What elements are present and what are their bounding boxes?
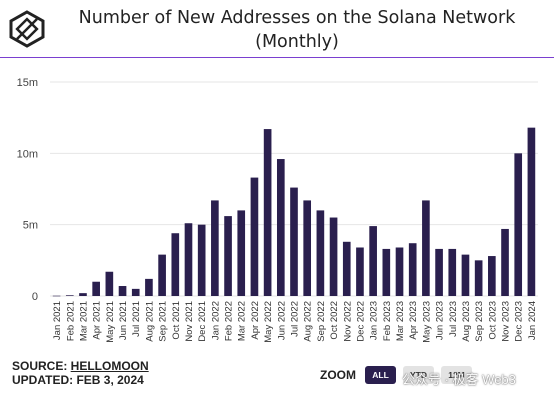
updated-date: UPDATED: FEB 3, 2024	[12, 373, 144, 387]
x-tick-label: Mar 2021	[78, 301, 89, 341]
zoom-ytd-button[interactable]: YTD	[403, 366, 434, 384]
y-tick-label: 5m	[23, 220, 38, 232]
x-tick-label: Sep 2022	[316, 301, 327, 342]
x-tick-label: Aug 2021	[144, 301, 155, 342]
bar	[65, 295, 74, 296]
x-tick-label: Jul 2022	[290, 301, 301, 337]
x-tick-label: Jan 2021	[52, 301, 63, 340]
zoom-controls: ZOOM ALL YTD 12M	[320, 366, 472, 384]
x-tick-label: Jul 2023	[448, 301, 459, 337]
bar	[237, 210, 246, 296]
x-tick-label: Feb 2022	[224, 301, 235, 341]
bar	[263, 129, 272, 296]
x-tick-label: Mar 2022	[237, 301, 248, 341]
bar	[448, 248, 457, 296]
x-tick-label: May 2023	[421, 301, 432, 343]
x-tick-label: Sep 2021	[158, 301, 169, 342]
bar	[52, 295, 61, 297]
chart-title-line1: Number of New Addresses on the Solana Ne…	[78, 8, 516, 28]
x-tick-label: Oct 2023	[487, 301, 498, 340]
zoom-12m-button[interactable]: 12M	[441, 366, 472, 384]
bar	[171, 233, 180, 296]
bar	[422, 200, 430, 296]
x-tick-label: Jan 2023	[369, 301, 380, 340]
bar	[342, 241, 351, 296]
chart-title: Number of New Addresses on the Solana Ne…	[50, 6, 544, 54]
x-tick-label: Dec 2021	[197, 301, 208, 342]
bar	[329, 217, 338, 296]
y-tick-label: 0	[32, 291, 38, 303]
x-tick-label: May 2022	[263, 301, 274, 343]
x-tick-label: Feb 2023	[382, 301, 393, 341]
bar	[501, 228, 509, 296]
bar	[382, 248, 391, 296]
x-tick-label: Oct 2021	[171, 301, 182, 340]
x-tick-label: Dec 2023	[514, 301, 525, 342]
x-tick-label: Apr 2021	[92, 301, 103, 340]
x-tick-label: Jan 2024	[527, 301, 538, 340]
x-tick-label: Sep 2023	[474, 301, 485, 342]
bar	[131, 288, 140, 296]
x-tick-label: Aug 2022	[303, 301, 314, 342]
bar	[514, 153, 523, 296]
bar	[276, 159, 285, 296]
bar	[145, 278, 153, 296]
bar	[197, 224, 206, 296]
bar	[488, 256, 496, 296]
bar	[92, 281, 100, 296]
bar	[461, 254, 470, 296]
x-tick-label: Mar 2023	[395, 301, 406, 341]
x-tick-label: Nov 2022	[342, 301, 353, 342]
zoom-all-button[interactable]: ALL	[365, 366, 396, 384]
x-tick-label: Aug 2023	[461, 301, 472, 342]
x-tick-label: Apr 2023	[408, 301, 419, 340]
bar	[184, 223, 193, 296]
y-tick-label: 10m	[17, 148, 38, 160]
source-link[interactable]: HELLOMOON	[70, 359, 149, 373]
title-divider	[0, 57, 554, 58]
bar	[316, 210, 325, 296]
x-tick-label: Jun 2021	[118, 301, 129, 340]
x-tick-label: Jun 2022	[276, 301, 287, 340]
bar	[118, 286, 127, 296]
x-tick-label: Dec 2022	[355, 301, 366, 342]
bar	[395, 247, 404, 296]
x-tick-label: Feb 2021	[65, 301, 76, 341]
source-label: SOURCE:	[12, 359, 71, 373]
x-tick-label: Jul 2021	[131, 301, 142, 337]
x-tick-label: May 2021	[105, 301, 116, 343]
x-tick-label: Apr 2022	[250, 301, 261, 340]
x-tick-label: Nov 2021	[184, 301, 195, 342]
chart-title-line2: (Monthly)	[255, 32, 339, 52]
bar	[435, 248, 443, 296]
bar	[303, 200, 312, 296]
x-tick-label: Oct 2022	[329, 301, 340, 340]
zoom-label: ZOOM	[320, 368, 356, 382]
y-tick-label: 15m	[17, 77, 38, 89]
source-block: SOURCE: HELLOMOON UPDATED: FEB 3, 2024	[12, 359, 149, 387]
bar	[211, 200, 219, 296]
bar	[356, 247, 364, 296]
bar	[290, 187, 298, 296]
logo-icon	[9, 10, 45, 48]
bar	[79, 293, 87, 296]
bar	[250, 177, 259, 296]
x-tick-label: Jan 2022	[210, 301, 221, 340]
bar	[474, 260, 483, 296]
bar	[158, 254, 166, 296]
x-tick-label: Nov 2023	[501, 301, 512, 342]
bar	[408, 243, 417, 296]
bar	[105, 271, 114, 296]
x-tick-label: Jun 2023	[435, 301, 446, 340]
bar	[224, 216, 232, 296]
bar	[527, 127, 536, 296]
bar	[369, 226, 377, 296]
